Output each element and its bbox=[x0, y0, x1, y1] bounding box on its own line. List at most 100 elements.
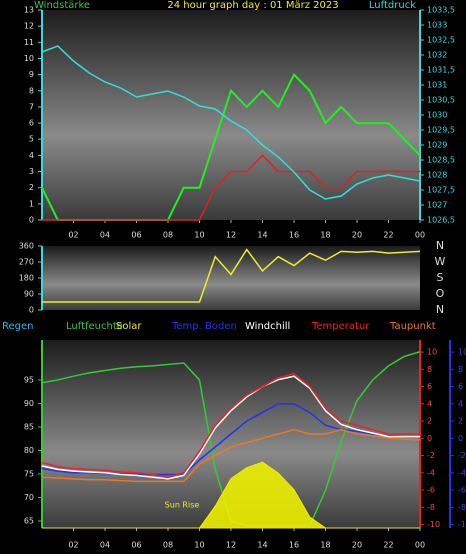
y3-tick-label: -10 bbox=[458, 520, 466, 529]
y2-tick-label: 1028,5 bbox=[427, 156, 455, 165]
x-tick-label: 12 bbox=[226, 231, 236, 240]
x-tick-label: 22 bbox=[383, 231, 393, 240]
direction-label: S bbox=[437, 271, 444, 284]
y2-tick-label: 1033,5 bbox=[427, 6, 455, 15]
y2-tick-label: 2 bbox=[427, 417, 432, 426]
y3-tick-label: -6 bbox=[458, 486, 466, 495]
y-tick-label: 4 bbox=[29, 151, 34, 160]
x-tick-label: 18 bbox=[320, 541, 330, 550]
y2-tick-label: 1030 bbox=[427, 111, 447, 120]
y2-tick-label: 1027,5 bbox=[427, 186, 455, 195]
y2-tick-label: 1029 bbox=[427, 141, 447, 150]
x-tick-label: 20 bbox=[352, 231, 362, 240]
x-tick-label: 06 bbox=[131, 541, 141, 550]
y-tick-label: 3 bbox=[29, 167, 34, 176]
y-tick-label: 10 bbox=[24, 54, 34, 63]
y2-tick-label: 1030,5 bbox=[427, 96, 455, 105]
y-tick-label: 7 bbox=[29, 102, 34, 111]
x-tick-label: 10 bbox=[194, 231, 204, 240]
x-tick-label: 22 bbox=[383, 541, 393, 550]
y-tick-label: 85 bbox=[24, 422, 34, 431]
legend-rain: Regen bbox=[2, 321, 34, 332]
y2-tick-label: 1031,5 bbox=[427, 66, 455, 75]
x-tick-label: 16 bbox=[289, 541, 299, 550]
y-tick-label: 90 bbox=[24, 399, 34, 408]
series-line bbox=[41, 375, 420, 480]
series-line bbox=[41, 45, 421, 200]
y2-tick-label: 1032 bbox=[427, 51, 447, 60]
legend-entry: Temp. Boden bbox=[171, 321, 237, 332]
y-tick-label: 180 bbox=[19, 274, 34, 283]
y-tick-label: 0 bbox=[29, 306, 34, 315]
x-tick-label: 08 bbox=[163, 231, 173, 240]
y-tick-label: 1 bbox=[29, 199, 34, 208]
y2-axis-title: Luftdruck bbox=[369, 0, 416, 11]
y-tick-label: 12 bbox=[24, 22, 34, 31]
y-tick-label: 95 bbox=[24, 375, 34, 384]
x-tick-label: 04 bbox=[100, 231, 110, 240]
y3-tick-label: -2 bbox=[458, 451, 466, 460]
x-tick-label: 20 bbox=[352, 541, 362, 550]
x-tick-label: 06 bbox=[131, 231, 141, 240]
legend-entry: Taupunkt bbox=[389, 321, 436, 332]
y3-tick-label: 0 bbox=[458, 434, 463, 443]
y-tick-label: 8 bbox=[29, 86, 34, 95]
y2-tick-label: 4 bbox=[427, 399, 432, 408]
plot-area bbox=[42, 10, 420, 220]
x-tick-label: 02 bbox=[68, 231, 78, 240]
direction-label: W bbox=[435, 255, 446, 268]
series-line bbox=[42, 154, 420, 221]
y-tick-label: 11 bbox=[24, 38, 34, 47]
y-tick-label: 360 bbox=[19, 242, 34, 251]
direction-label: O bbox=[436, 287, 445, 300]
y3-tick-label: -8 bbox=[458, 503, 466, 512]
x-tick-label: 04 bbox=[100, 541, 110, 550]
y-tick-label: 2 bbox=[29, 183, 34, 192]
y-tick-label: 6 bbox=[29, 119, 34, 128]
y3-tick-label: 2 bbox=[458, 417, 463, 426]
y3-tick-label: 6 bbox=[458, 382, 463, 391]
series-line bbox=[42, 248, 421, 303]
legend-entry: Luftfeuchte bbox=[66, 321, 123, 332]
y3-tick-label: 10 bbox=[458, 348, 466, 357]
x-tick-label: 10 bbox=[194, 541, 204, 550]
y2-tick-label: -10 bbox=[427, 520, 440, 529]
y2-tick-label: 1032,5 bbox=[427, 36, 455, 45]
chart-title: 24 hour graph day : 01 März 2023 bbox=[167, 0, 338, 11]
y-tick-label: 70 bbox=[24, 493, 34, 502]
y2-tick-label: -8 bbox=[427, 503, 435, 512]
y2-tick-label: 10 bbox=[427, 348, 437, 357]
legend-entry: Windchill bbox=[245, 321, 290, 332]
y2-tick-label: 6 bbox=[427, 382, 432, 391]
y-axis-title: Windstärke bbox=[34, 0, 90, 11]
x-tick-label: 00 bbox=[415, 541, 425, 550]
series-line bbox=[41, 372, 420, 478]
y-tick-label: 0 bbox=[29, 216, 34, 225]
x-tick-label: 14 bbox=[257, 541, 267, 550]
y2-tick-label: 1033 bbox=[427, 21, 447, 30]
y3-tick-label: -4 bbox=[458, 468, 466, 477]
plot-area bbox=[42, 246, 420, 310]
y3-tick-label: 8 bbox=[458, 365, 463, 374]
y2-tick-label: 8 bbox=[427, 365, 432, 374]
y2-tick-label: 1029,5 bbox=[427, 126, 455, 135]
y-tick-label: 90 bbox=[24, 290, 34, 299]
x-tick-label: 18 bbox=[320, 231, 330, 240]
x-tick-label: 02 bbox=[68, 541, 78, 550]
y2-tick-label: 0 bbox=[427, 434, 432, 443]
direction-label: N bbox=[436, 303, 444, 316]
y2-tick-label: -6 bbox=[427, 486, 435, 495]
x-tick-label: 16 bbox=[289, 231, 299, 240]
y-tick-label: 80 bbox=[24, 446, 34, 455]
y-tick-label: 270 bbox=[19, 258, 34, 267]
y-tick-label: 5 bbox=[29, 135, 34, 144]
y2-tick-label: -4 bbox=[427, 468, 435, 477]
y-tick-label: 9 bbox=[29, 70, 34, 79]
legend-entry: Solar bbox=[116, 321, 142, 332]
x-tick-label: 12 bbox=[226, 541, 236, 550]
y2-tick-label: -2 bbox=[427, 451, 435, 460]
y2-tick-label: 1031 bbox=[427, 81, 447, 90]
x-tick-label: 00 bbox=[415, 231, 425, 240]
x-tick-label: 14 bbox=[257, 231, 267, 240]
